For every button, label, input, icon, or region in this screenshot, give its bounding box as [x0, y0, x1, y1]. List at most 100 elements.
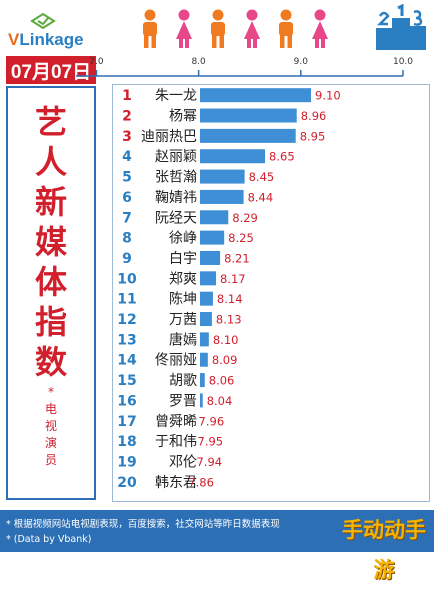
artist-name: 鞠婧祎	[155, 190, 197, 206]
value-label: 8.29	[232, 211, 258, 225]
rank-number: 1	[122, 88, 132, 104]
value-label: 9.10	[315, 89, 341, 103]
artist-name: 赵丽颖	[155, 149, 197, 165]
person-icon-pink	[244, 9, 260, 48]
side-sub-char: 员	[44, 453, 57, 467]
artist-name: 唐嫣	[169, 331, 197, 348]
logo-v: V	[8, 30, 20, 49]
rank-number: 9	[122, 251, 132, 267]
rank-number: 10	[117, 271, 137, 287]
value-label: 8.44	[248, 190, 274, 204]
side-title-char: 艺	[34, 103, 67, 141]
value-bar	[200, 250, 221, 265]
person-icon-orange	[211, 9, 225, 48]
value-label: 7.94	[196, 455, 222, 469]
rank-number: 6	[122, 190, 132, 206]
ranking-bar-chart: 7.0 8.0 9.0 10.0 1 朱一龙 9.10 2 杨幂 8.96 3 迪丽热巴 8.95 4 赵丽…	[76, 57, 413, 491]
artist-name: 佟丽娅	[155, 353, 197, 369]
side-title-char: 数	[34, 343, 67, 381]
value-bar	[200, 88, 312, 103]
artist-name: 胡歌	[169, 373, 197, 389]
logo-wordmark: VLinkage	[8, 30, 84, 50]
rank-number: 8	[122, 231, 132, 247]
footer-note: * 根据视频网站电视剧表现，百度搜索，社交网站等昨日数据表现	[6, 519, 280, 530]
artist-name: 迪丽热巴	[141, 129, 197, 145]
date-label: 07月07日	[6, 56, 96, 84]
artist-name: 徐峥	[169, 231, 197, 247]
value-label: 8.45	[249, 170, 275, 184]
person-icon-orange	[279, 9, 293, 48]
artist-name: 于和伟	[155, 434, 197, 450]
value-label: 8.17	[220, 272, 246, 286]
value-bar	[200, 291, 213, 306]
podium-icon	[376, 4, 426, 50]
rank-number: 14	[117, 353, 137, 369]
rank-number: 17	[117, 414, 136, 430]
value-bar	[200, 373, 205, 388]
artist-name: 曾舜晞	[155, 414, 197, 430]
side-title-char: 人	[34, 143, 67, 181]
artist-name: 张哲瀚	[155, 170, 197, 186]
rank-number: 19	[117, 454, 136, 470]
x-tick-label: 8.0	[191, 57, 206, 67]
value-label: 8.95	[300, 129, 326, 143]
footer-bar: * 根据视频网站电视剧表现，百度搜索，社交网站等昨日数据表现 * (Data b…	[0, 510, 434, 552]
rank-number: 16	[117, 393, 136, 409]
logo-badge-icon	[30, 12, 56, 30]
vlinkage-logo: VLinkage	[8, 12, 128, 50]
side-title: 艺 人 新 媒 体 指 数	[8, 102, 94, 382]
value-bar	[200, 149, 266, 164]
x-tick-label: 10.0	[393, 57, 413, 67]
people-icons	[143, 9, 328, 48]
person-icon-pink	[312, 9, 328, 48]
artist-name: 阮经天	[155, 210, 197, 226]
logo-rest: Linkage	[19, 30, 84, 49]
value-bar	[200, 128, 296, 143]
value-label: 8.96	[301, 109, 327, 123]
value-bar	[200, 271, 216, 286]
rank-number: 3	[122, 129, 132, 145]
side-sub-char: 视	[44, 419, 57, 433]
value-label: 8.14	[217, 292, 243, 306]
rank-number: 18	[117, 434, 136, 450]
artist-name: 朱一龙	[155, 88, 197, 104]
value-label: 8.21	[224, 251, 250, 265]
value-label: 8.13	[216, 313, 242, 327]
rank-number: 7	[122, 210, 132, 226]
rank-number: 12	[117, 312, 136, 328]
rank-number: 20	[117, 475, 137, 491]
x-tick-label: 9.0	[294, 57, 309, 67]
side-title-char: 体	[34, 263, 67, 301]
artist-name: 邓伦	[169, 454, 197, 470]
artist-name: 白宇	[169, 251, 197, 267]
side-title-char: 新	[34, 183, 67, 221]
value-label: 8.09	[212, 353, 238, 367]
value-label: 7.95	[198, 435, 224, 449]
chart-frame	[112, 84, 430, 502]
x-tick-label: 7.0	[89, 57, 104, 67]
artist-name: 杨幂	[169, 109, 197, 125]
person-icon-pink	[176, 9, 192, 48]
artist-name: 韩东君	[155, 475, 197, 491]
watermark-text: 手动动手游	[342, 518, 426, 582]
value-bar	[200, 189, 244, 204]
artist-name: 万茜	[169, 312, 197, 328]
value-bar	[200, 210, 229, 225]
value-bar	[200, 352, 208, 367]
side-title-char: 指	[34, 303, 67, 341]
value-label: 8.10	[213, 333, 239, 347]
value-label: 8.04	[207, 394, 233, 408]
rank-number: 11	[117, 292, 136, 308]
value-bar	[200, 332, 209, 347]
rank-number: 4	[122, 149, 132, 165]
artist-name: 郑爽	[169, 271, 197, 287]
rank-number: 15	[117, 373, 136, 389]
value-bar	[200, 393, 203, 408]
side-sub-char: 电	[44, 402, 57, 416]
value-label: 7.86	[188, 475, 214, 489]
side-title-panel: 艺 人 新 媒 体 指 数 * 电 视 演 员	[6, 86, 96, 500]
value-bar	[200, 312, 212, 327]
side-title-char: 媒	[34, 223, 67, 261]
side-sub-char: *	[48, 385, 54, 399]
person-icon-orange	[143, 9, 157, 48]
